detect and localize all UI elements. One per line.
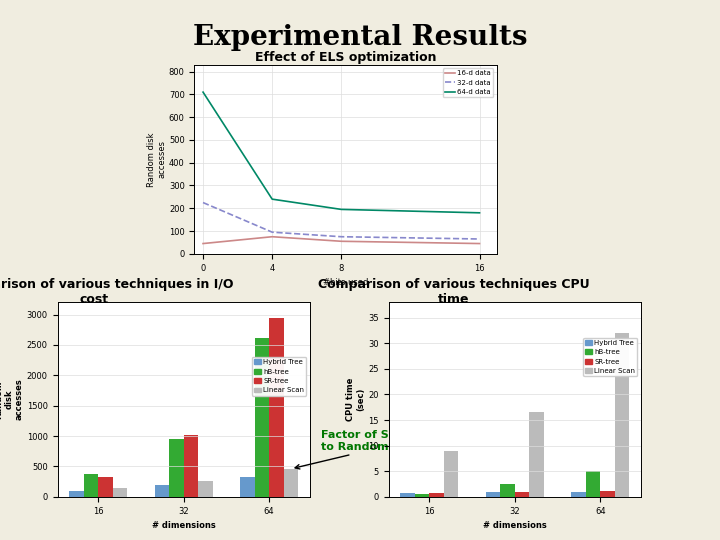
- Bar: [615, 333, 629, 497]
- 64-d data: [199, 89, 207, 96]
- Bar: [529, 413, 544, 497]
- X-axis label: # dimensions: # dimensions: [483, 521, 546, 530]
- Bar: [571, 492, 586, 497]
- Line: 32-d data: 32-d data: [203, 202, 480, 239]
- 64-d data: [475, 210, 484, 216]
- Text: Factor of Sequential IO
to Random IO accounted for: Factor of Sequential IO to Random IO acc…: [295, 430, 496, 469]
- Bar: [486, 492, 500, 497]
- Bar: [515, 492, 529, 497]
- Bar: [284, 469, 298, 497]
- Bar: [500, 484, 515, 497]
- Bar: [69, 491, 84, 497]
- Y-axis label: Random
disk
accesses: Random disk accesses: [0, 379, 24, 421]
- Bar: [198, 481, 212, 497]
- Bar: [84, 474, 98, 497]
- Line: 64-d data: 64-d data: [203, 92, 480, 213]
- Legend: Hybrid Tree, hB-tree, SR-tree, Linear Scan: Hybrid Tree, hB-tree, SR-tree, Linear Sc…: [252, 357, 306, 396]
- 32-d data: [337, 233, 346, 240]
- Bar: [429, 493, 444, 497]
- Bar: [240, 477, 255, 497]
- Text: Comparison of various techniques CPU
time: Comparison of various techniques CPU tim…: [318, 278, 590, 306]
- Y-axis label: Random disk
accesses: Random disk accesses: [147, 132, 166, 186]
- 32-d data: [475, 236, 484, 242]
- Y-axis label: CPU time
(sec): CPU time (sec): [346, 378, 366, 421]
- Bar: [112, 488, 127, 497]
- 16-d data: [475, 240, 484, 247]
- 32-d data: [268, 229, 276, 235]
- 32-d data: [199, 199, 207, 206]
- Bar: [98, 477, 112, 497]
- Text: Comparison of various techniques in I/O
cost: Comparison of various techniques in I/O …: [0, 278, 234, 306]
- 16-d data: [199, 240, 207, 247]
- Legend: 16-d data, 32-d data, 64-d data: 16-d data, 32-d data, 64-d data: [443, 68, 493, 97]
- Line: 16-d data: 16-d data: [203, 237, 480, 244]
- Text: Experimental Results: Experimental Results: [193, 24, 527, 51]
- Title: Effect of ELS optimization: Effect of ELS optimization: [255, 51, 436, 64]
- Bar: [269, 318, 284, 497]
- X-axis label: #bits used: #bits used: [323, 278, 369, 287]
- 64-d data: [337, 206, 346, 213]
- Bar: [155, 485, 169, 497]
- Bar: [184, 435, 198, 497]
- 16-d data: [268, 233, 276, 240]
- Bar: [444, 451, 459, 497]
- Bar: [415, 494, 429, 497]
- 16-d data: [337, 238, 346, 245]
- Legend: Hybrid Tree, hB-tree, SR-tree, Linear Scan: Hybrid Tree, hB-tree, SR-tree, Linear Sc…: [583, 338, 637, 376]
- Bar: [586, 471, 600, 497]
- Bar: [400, 492, 415, 497]
- Bar: [255, 338, 269, 497]
- Bar: [600, 491, 615, 497]
- Bar: [169, 439, 184, 497]
- X-axis label: # dimensions: # dimensions: [152, 521, 215, 530]
- 64-d data: [268, 196, 276, 202]
